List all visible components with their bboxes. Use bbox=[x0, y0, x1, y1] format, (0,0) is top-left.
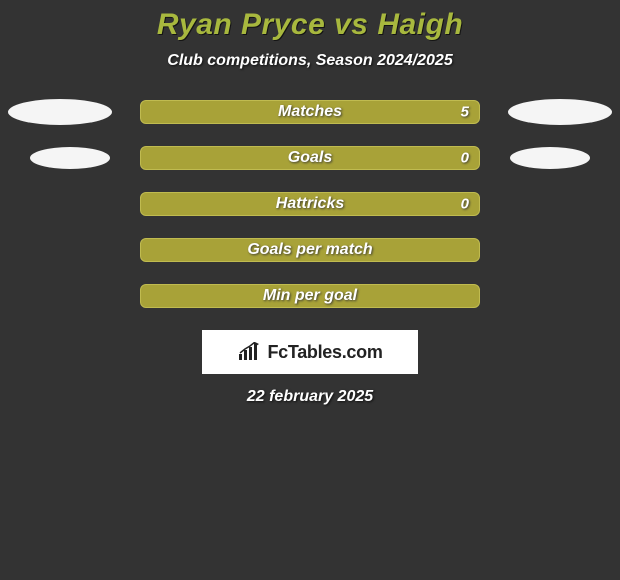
stat-bar: Goals 0 bbox=[140, 146, 480, 170]
stat-bar: Hattricks 0 bbox=[140, 192, 480, 216]
bar-chart-icon bbox=[237, 342, 263, 362]
stat-label: Min per goal bbox=[263, 287, 357, 305]
player-marker-right bbox=[510, 147, 590, 169]
comparison-container: Ryan Pryce vs Haigh Club competitions, S… bbox=[0, 0, 620, 406]
stat-bar: Goals per match bbox=[140, 238, 480, 262]
stat-value: 0 bbox=[461, 150, 469, 167]
stat-rows: Matches 5 Goals 0 Hattricks 0 Goals per … bbox=[0, 100, 620, 308]
stat-row-matches: Matches 5 bbox=[0, 100, 620, 124]
stat-row-goals: Goals 0 bbox=[0, 146, 620, 170]
player-marker-left bbox=[30, 147, 110, 169]
site-logo[interactable]: FcTables.com bbox=[202, 330, 418, 374]
subtitle: Club competitions, Season 2024/2025 bbox=[0, 52, 620, 70]
stat-label: Matches bbox=[278, 103, 342, 121]
stat-bar: Matches 5 bbox=[140, 100, 480, 124]
stat-row-goals-per-match: Goals per match bbox=[0, 238, 620, 262]
stat-row-min-per-goal: Min per goal bbox=[0, 284, 620, 308]
stat-label: Goals bbox=[288, 149, 332, 167]
logo-text: FcTables.com bbox=[267, 342, 382, 363]
stat-label: Goals per match bbox=[247, 241, 372, 259]
date-label: 22 february 2025 bbox=[0, 388, 620, 406]
stat-bar: Min per goal bbox=[140, 284, 480, 308]
stat-value: 5 bbox=[461, 104, 469, 121]
player-marker-right bbox=[508, 99, 612, 125]
stat-value: 0 bbox=[461, 196, 469, 213]
stat-row-hattricks: Hattricks 0 bbox=[0, 192, 620, 216]
stat-label: Hattricks bbox=[276, 195, 344, 213]
player-marker-left bbox=[8, 99, 112, 125]
page-title: Ryan Pryce vs Haigh bbox=[0, 8, 620, 42]
